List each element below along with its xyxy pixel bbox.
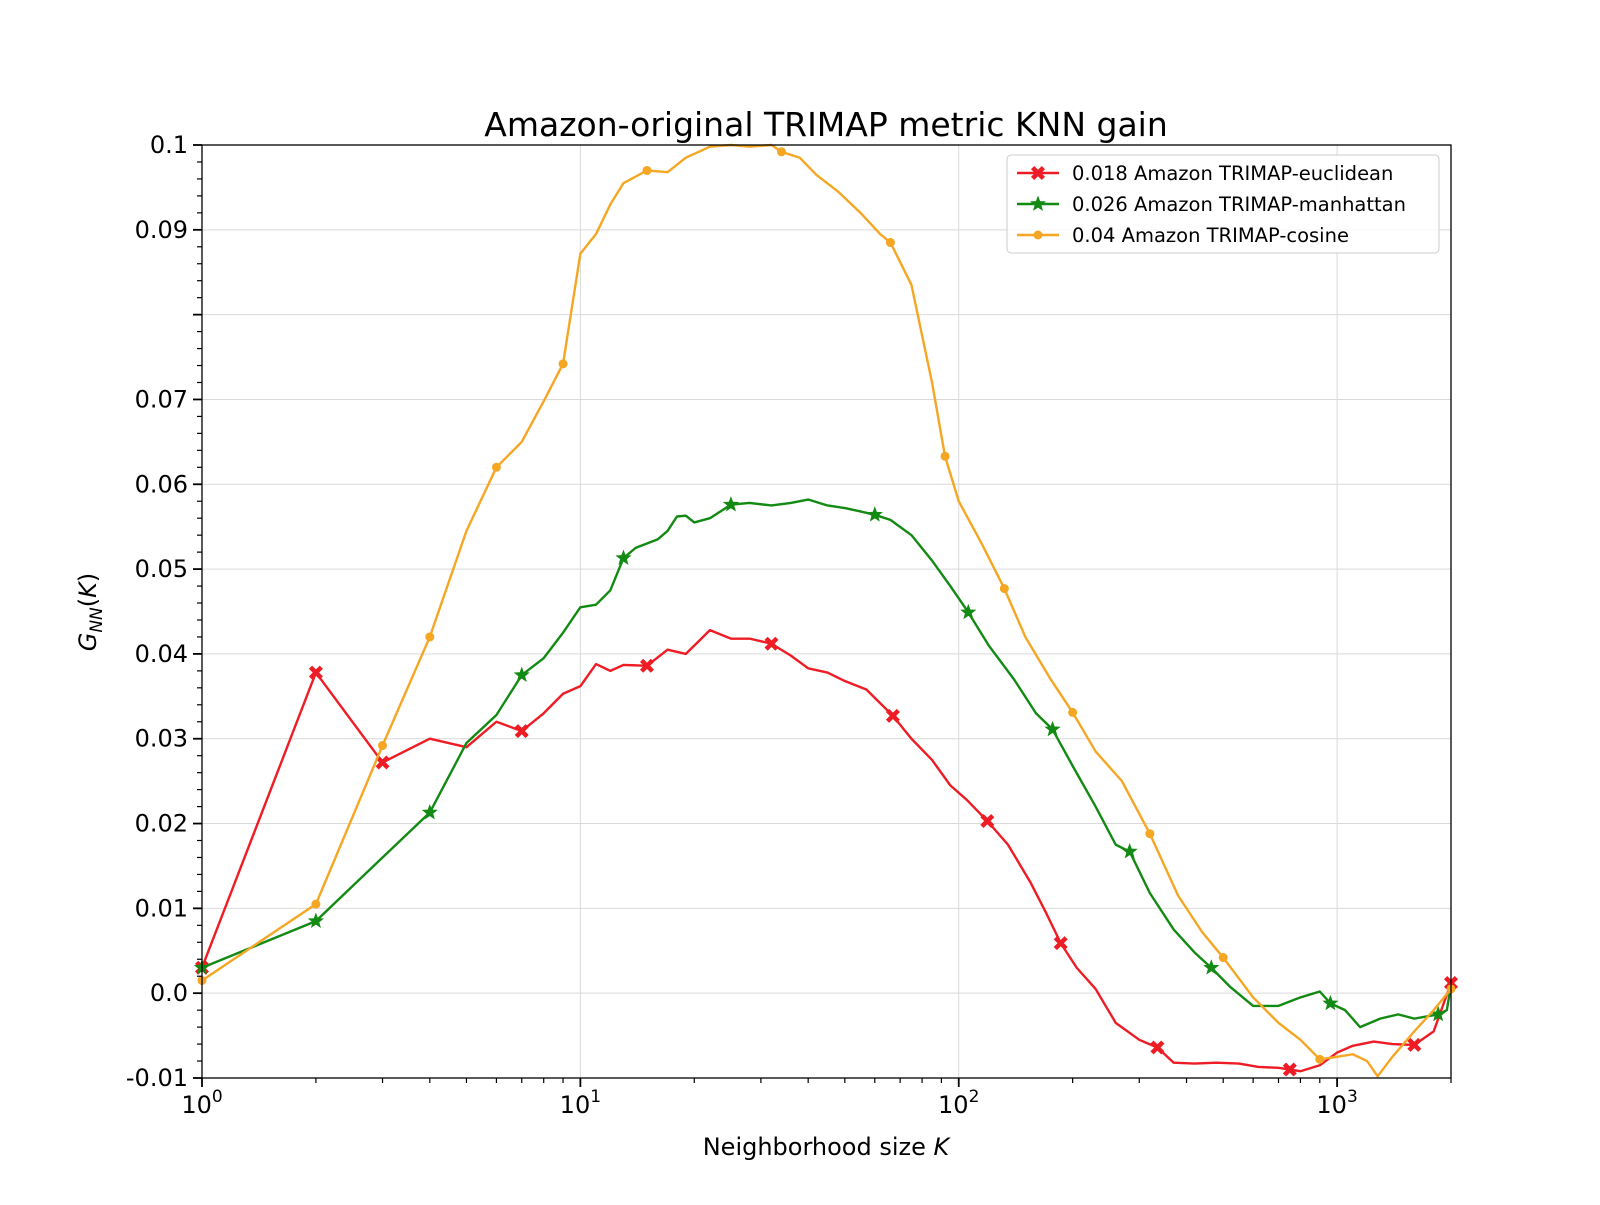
data-point-marker — [999, 584, 1009, 594]
data-point-marker — [1218, 953, 1228, 963]
data-point-marker — [491, 462, 501, 472]
data-point-marker — [311, 899, 321, 909]
data-point-marker — [960, 603, 977, 620]
data-point-marker — [615, 549, 632, 565]
data-point-marker — [1044, 720, 1061, 737]
legend-label: 0.018 Amazon TRIMAP-euclidean — [1072, 162, 1393, 185]
series-1 — [195, 628, 1458, 1077]
y-tick-label: 0.01 — [135, 894, 188, 922]
legend-label: 0.04 Amazon TRIMAP-cosine — [1072, 224, 1349, 247]
data-point-marker — [514, 724, 529, 739]
data-point-marker — [1121, 843, 1138, 859]
y-tick-label: 0.02 — [135, 810, 188, 838]
legend-box — [1006, 154, 1440, 254]
x-axis-label: Neighborhood size K — [703, 1133, 952, 1161]
y-tick-label: 0.07 — [135, 385, 188, 413]
data-point-marker — [558, 359, 568, 369]
x-tick-label: 100 — [181, 1087, 222, 1119]
legend-item: 0.018 Amazon TRIMAP-euclidean — [1017, 162, 1393, 185]
data-point-marker — [1150, 1040, 1165, 1055]
plot-frame — [201, 144, 1452, 1079]
data-point-marker — [378, 741, 388, 751]
data-point-marker — [1145, 829, 1155, 839]
y-tick-label: 0.05 — [135, 555, 188, 583]
legend-marker — [1031, 166, 1045, 180]
data-point-marker — [513, 666, 530, 682]
data-point-marker — [764, 636, 779, 651]
data-point-marker — [642, 165, 652, 175]
legend-marker — [1033, 230, 1043, 240]
y-axis-label: GNN(K) — [74, 573, 107, 652]
y-tick-label: 0.09 — [135, 216, 188, 244]
data-point-marker — [776, 147, 786, 157]
series-layer — [193, 143, 1458, 1078]
y-tick-label: 0.1 — [150, 131, 188, 159]
data-point-marker — [980, 814, 995, 829]
data-point-marker — [885, 238, 895, 248]
x-tick-label: 103 — [1316, 1087, 1357, 1119]
legend-item: 0.026 Amazon TRIMAP-manhattan — [1017, 193, 1406, 216]
series-line — [201, 498, 1453, 1029]
chart-title: Amazon-original TRIMAP metric KNN gain — [484, 105, 1168, 144]
data-point-marker — [421, 804, 438, 820]
y-tick-label: -0.01 — [126, 1064, 188, 1092]
data-point-marker — [866, 506, 883, 522]
series-3 — [197, 143, 1456, 1078]
data-point-marker — [639, 658, 654, 673]
data-point-marker — [1430, 1005, 1447, 1022]
data-point-marker — [885, 708, 900, 723]
data-point-marker — [425, 632, 435, 642]
data-point-marker — [722, 496, 740, 512]
data-point-marker — [940, 451, 950, 461]
data-point-marker — [1407, 1037, 1422, 1052]
y-tick-label: 0.04 — [135, 640, 188, 668]
data-point-marker — [307, 912, 324, 928]
data-point-marker — [1068, 707, 1078, 717]
data-point-marker — [1203, 959, 1220, 975]
legend-marker — [1029, 195, 1047, 211]
y-tick-label: 0.03 — [135, 725, 188, 753]
legend-label: 0.026 Amazon TRIMAP-manhattan — [1072, 193, 1406, 216]
data-point-marker — [1315, 1054, 1325, 1064]
data-point-marker — [1322, 994, 1339, 1011]
axes-ticks: -0.01 0.0 0.01 0.02 0.03 0.04 0.05 0.06 0.07 0.09… — [126, 131, 1452, 1119]
x-tick-label: 101 — [560, 1087, 601, 1119]
data-point-marker — [1053, 936, 1068, 951]
data-point-marker — [1282, 1062, 1297, 1077]
y-tick-label: 0.06 — [135, 470, 188, 498]
y-tick-label: 0.0 — [150, 979, 188, 1007]
legend: 0.018 Amazon TRIMAP-euclidean 0.026 Amazo… — [1006, 154, 1440, 254]
data-point-marker — [308, 665, 323, 680]
series-2 — [193, 496, 1453, 1029]
legend-item: 0.04 Amazon TRIMAP-cosine — [1017, 224, 1349, 247]
data-point-marker — [375, 755, 390, 770]
x-tick-label: 102 — [938, 1087, 979, 1119]
series-line — [201, 143, 1452, 1078]
